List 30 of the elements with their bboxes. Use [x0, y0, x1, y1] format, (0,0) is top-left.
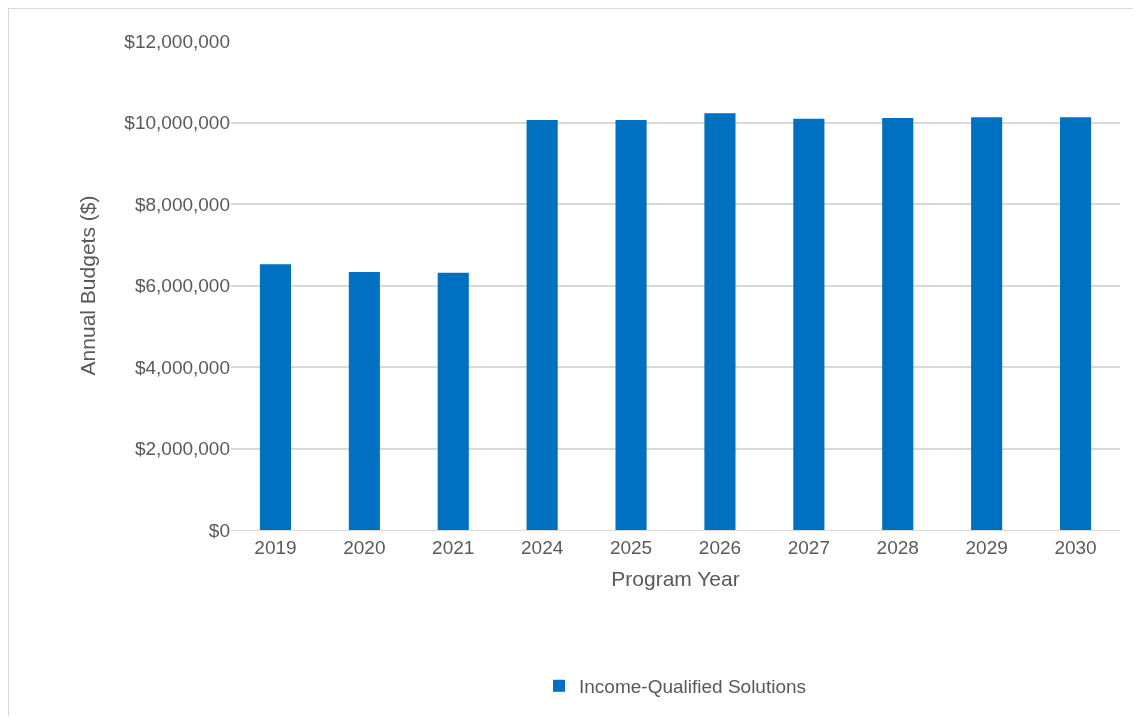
bar: [793, 118, 825, 530]
bar: [259, 264, 292, 530]
y-tick-label: $4,000,000: [134, 356, 230, 378]
bar: [882, 118, 914, 530]
legend-label: Income-Qualified Solutions: [579, 676, 807, 698]
x-tick-label: 2019: [254, 536, 297, 558]
y-tick-label: $6,000,000: [134, 275, 230, 297]
x-tick-label: 2028: [876, 536, 919, 558]
bar: [1059, 117, 1092, 530]
bar: [615, 120, 647, 530]
x-tick-label: 2025: [609, 536, 653, 558]
y-tick-label: $2,000,000: [134, 438, 230, 460]
bar: [437, 272, 469, 530]
bar: [526, 120, 558, 530]
bar: [704, 113, 736, 530]
y-tick-label: $8,000,000: [134, 193, 230, 215]
x-axis-title: Program Year: [611, 567, 740, 590]
x-tick-label: 2020: [343, 536, 386, 558]
y-axis-title: Annual Budgets ($): [76, 195, 100, 376]
y-tick-label: $12,000,000: [124, 30, 230, 52]
x-tick-label: 2026: [698, 536, 742, 558]
bar: [348, 272, 380, 530]
y-tick-label: $0: [208, 519, 230, 541]
y-tick-label: $10,000,000: [124, 112, 230, 134]
x-tick-label: 2024: [521, 536, 564, 558]
x-tick-label: 2029: [965, 536, 1008, 558]
bar: [971, 117, 1003, 530]
x-tick-label: 2021: [432, 536, 475, 558]
x-tick-label: 2027: [787, 536, 830, 558]
x-tick-label: 2030: [1054, 536, 1097, 558]
